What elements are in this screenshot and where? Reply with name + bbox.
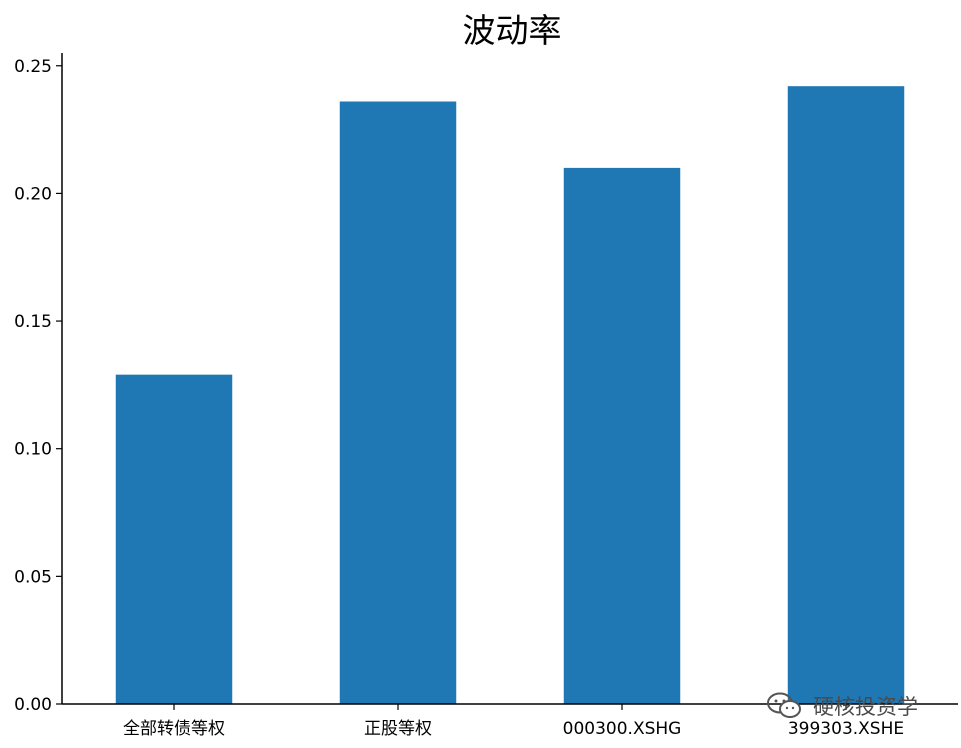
y-tick-label: 0.05	[14, 567, 52, 587]
chart-title: 波动率	[463, 11, 562, 50]
y-tick-label: 0.00	[14, 695, 52, 715]
watermark: 硬核投资学	[765, 686, 955, 726]
watermark-text: 硬核投资学	[813, 695, 918, 719]
bar-1	[339, 101, 457, 705]
y-axis: 0.00 0.05 0.10 0.15 0.20 0.25	[14, 53, 63, 715]
x-tick-label: 399303.XSHE	[788, 719, 904, 739]
x-axis: 全部转债等权 正股等权 000300.XSHG 399303.XSHE	[62, 703, 958, 739]
bar-0	[115, 374, 233, 704]
bars-group	[115, 86, 905, 705]
y-tick-label: 0.15	[14, 312, 52, 332]
bar-3	[787, 86, 905, 704]
y-tick-label: 0.10	[14, 440, 52, 460]
x-tick-label: 000300.XSHG	[563, 719, 682, 739]
y-tick-label: 0.20	[14, 184, 52, 204]
bar-2	[563, 167, 681, 705]
x-tick-label: 全部转债等权	[123, 719, 225, 739]
wechat-icon	[767, 692, 801, 718]
x-tick-label: 正股等权	[364, 719, 432, 739]
y-tick-label: 0.25	[14, 57, 52, 77]
